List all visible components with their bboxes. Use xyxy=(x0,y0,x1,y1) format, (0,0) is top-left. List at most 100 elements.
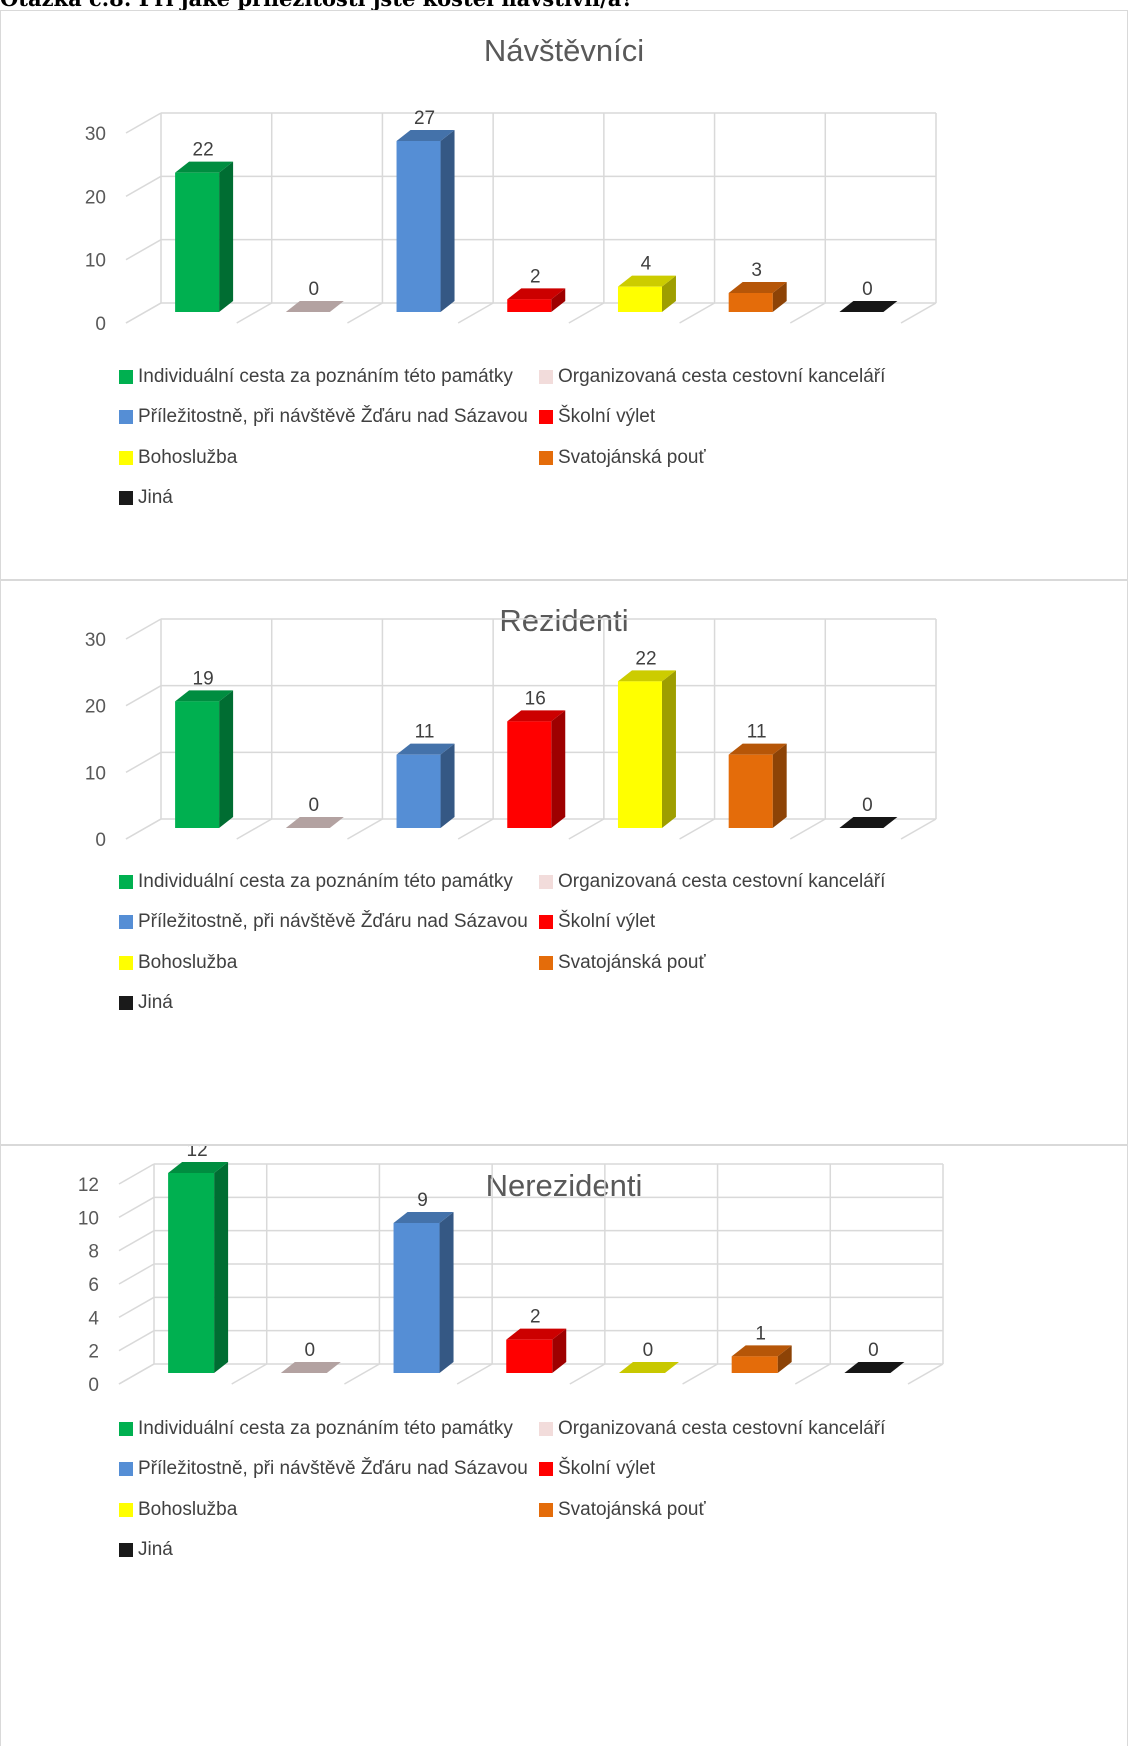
legend-item: Individuální cesta za poznáním této pamá… xyxy=(119,366,513,388)
legend-swatch xyxy=(539,1422,553,1436)
bar-top xyxy=(175,690,234,702)
data-label: 27 xyxy=(414,108,435,129)
data-label: 16 xyxy=(525,688,546,709)
legend-item: Svatojánská pouť xyxy=(539,952,706,974)
bar xyxy=(507,710,566,828)
bar-zero xyxy=(285,301,344,312)
bar xyxy=(617,275,676,312)
y-tick-label: 8 xyxy=(88,1242,99,1263)
bar-side xyxy=(661,275,676,312)
y-axis-ticks: 0 10 20 30 xyxy=(85,630,106,851)
bar-top xyxy=(728,743,787,755)
y-tick-label: 20 xyxy=(85,187,106,208)
gridline xyxy=(568,818,605,840)
bar-top xyxy=(175,161,234,173)
gridline xyxy=(347,302,383,324)
bar xyxy=(839,817,898,828)
bar-top xyxy=(393,1212,454,1223)
bar xyxy=(175,690,234,828)
bar-side xyxy=(772,282,787,312)
bar-side xyxy=(552,1328,567,1373)
bar-front xyxy=(396,754,441,828)
gridlines xyxy=(118,1163,944,1385)
legend-item: Bohoslužba xyxy=(119,952,237,974)
data-label: 11 xyxy=(747,722,767,743)
legend-swatch xyxy=(119,491,133,505)
gridline xyxy=(125,302,162,324)
gridline xyxy=(125,112,162,134)
legend-label: Jiná xyxy=(138,1539,173,1560)
legend-item: Příležitostně, při návštěvě Žďáru nad Sá… xyxy=(119,406,528,428)
gridlines xyxy=(125,112,937,324)
legend-label: Svatojánská pouť xyxy=(558,447,706,468)
legend-swatch xyxy=(119,996,133,1010)
legend-swatch xyxy=(539,410,553,424)
gridline xyxy=(125,175,162,197)
y-tick-label: 30 xyxy=(85,124,106,145)
gridline xyxy=(118,1296,155,1318)
y-tick-label: 10 xyxy=(85,251,106,272)
bar-top xyxy=(617,670,676,682)
data-label: 0 xyxy=(309,279,320,300)
data-label: 0 xyxy=(868,1340,879,1361)
document-heading: Otázka č.8: Při jaké příležitosti jste k… xyxy=(0,0,1129,14)
bar-top xyxy=(507,288,566,300)
data-label: 0 xyxy=(643,1340,654,1361)
bar-front xyxy=(728,754,773,828)
legend-item: Individuální cesta za poznáním této pamá… xyxy=(119,871,513,893)
bar-zero xyxy=(844,1362,905,1373)
bar-side xyxy=(440,130,455,312)
y-tick-label: 0 xyxy=(95,830,106,851)
legend-label: Organizovaná cesta cestovní kanceláří xyxy=(558,871,886,892)
data-label: 0 xyxy=(862,279,873,300)
gridline xyxy=(125,618,162,640)
legend-label: Organizovaná cesta cestovní kanceláří xyxy=(558,366,886,387)
bar-side xyxy=(219,161,234,312)
legend-item: Individuální cesta za poznáním této pamá… xyxy=(119,1418,513,1440)
y-tick-label: 20 xyxy=(85,697,106,718)
legend-label: Bohoslužba xyxy=(138,952,238,973)
legend-swatch xyxy=(119,451,133,465)
gridline xyxy=(568,302,605,324)
legend-swatch xyxy=(119,956,133,970)
bar-side xyxy=(772,743,787,828)
bar-side xyxy=(439,1212,454,1373)
bar-side xyxy=(777,1345,792,1373)
legend-label: Individuální cesta za poznáním této pamá… xyxy=(138,871,513,892)
y-axis-ticks: 0 10 20 30 xyxy=(85,124,106,335)
data-label: 0 xyxy=(305,1340,316,1361)
legend-swatch xyxy=(119,410,133,424)
gridline xyxy=(457,818,494,840)
bar xyxy=(285,301,344,312)
bar-top xyxy=(506,1328,567,1340)
legend-label: Svatojánská pouť xyxy=(558,1499,706,1520)
gridline xyxy=(682,1363,718,1385)
bars xyxy=(168,1162,905,1373)
data-label: 2 xyxy=(530,1307,541,1328)
legend-label: Bohoslužba xyxy=(138,1499,238,1520)
bar-zero xyxy=(285,817,344,828)
legend-item: Příležitostně, při návštěvě Žďáru nad Sá… xyxy=(119,1458,528,1480)
legend-swatch xyxy=(539,1503,553,1517)
gridline xyxy=(118,1330,155,1352)
legend-label: Příležitostně, při návštěvě Žďáru nad Sá… xyxy=(138,1458,528,1479)
legend-item: Školní výlet xyxy=(539,406,655,428)
gridline xyxy=(231,1363,268,1385)
legend-label: Školní výlet xyxy=(558,911,656,932)
gridline xyxy=(679,302,715,324)
y-tick-label: 0 xyxy=(95,314,106,335)
gridline xyxy=(125,239,162,261)
gridline xyxy=(900,818,937,840)
legend-label: Jiná xyxy=(138,992,173,1013)
gridline xyxy=(236,302,273,324)
bars xyxy=(175,670,898,828)
y-tick-label: 4 xyxy=(88,1308,99,1329)
legend-label: Organizovaná cesta cestovní kanceláří xyxy=(558,1418,886,1439)
chart-title: Návštěvníci xyxy=(483,33,645,68)
legend-swatch xyxy=(539,915,553,929)
bar xyxy=(396,743,455,828)
bar xyxy=(617,670,676,828)
bar-side xyxy=(219,690,234,828)
